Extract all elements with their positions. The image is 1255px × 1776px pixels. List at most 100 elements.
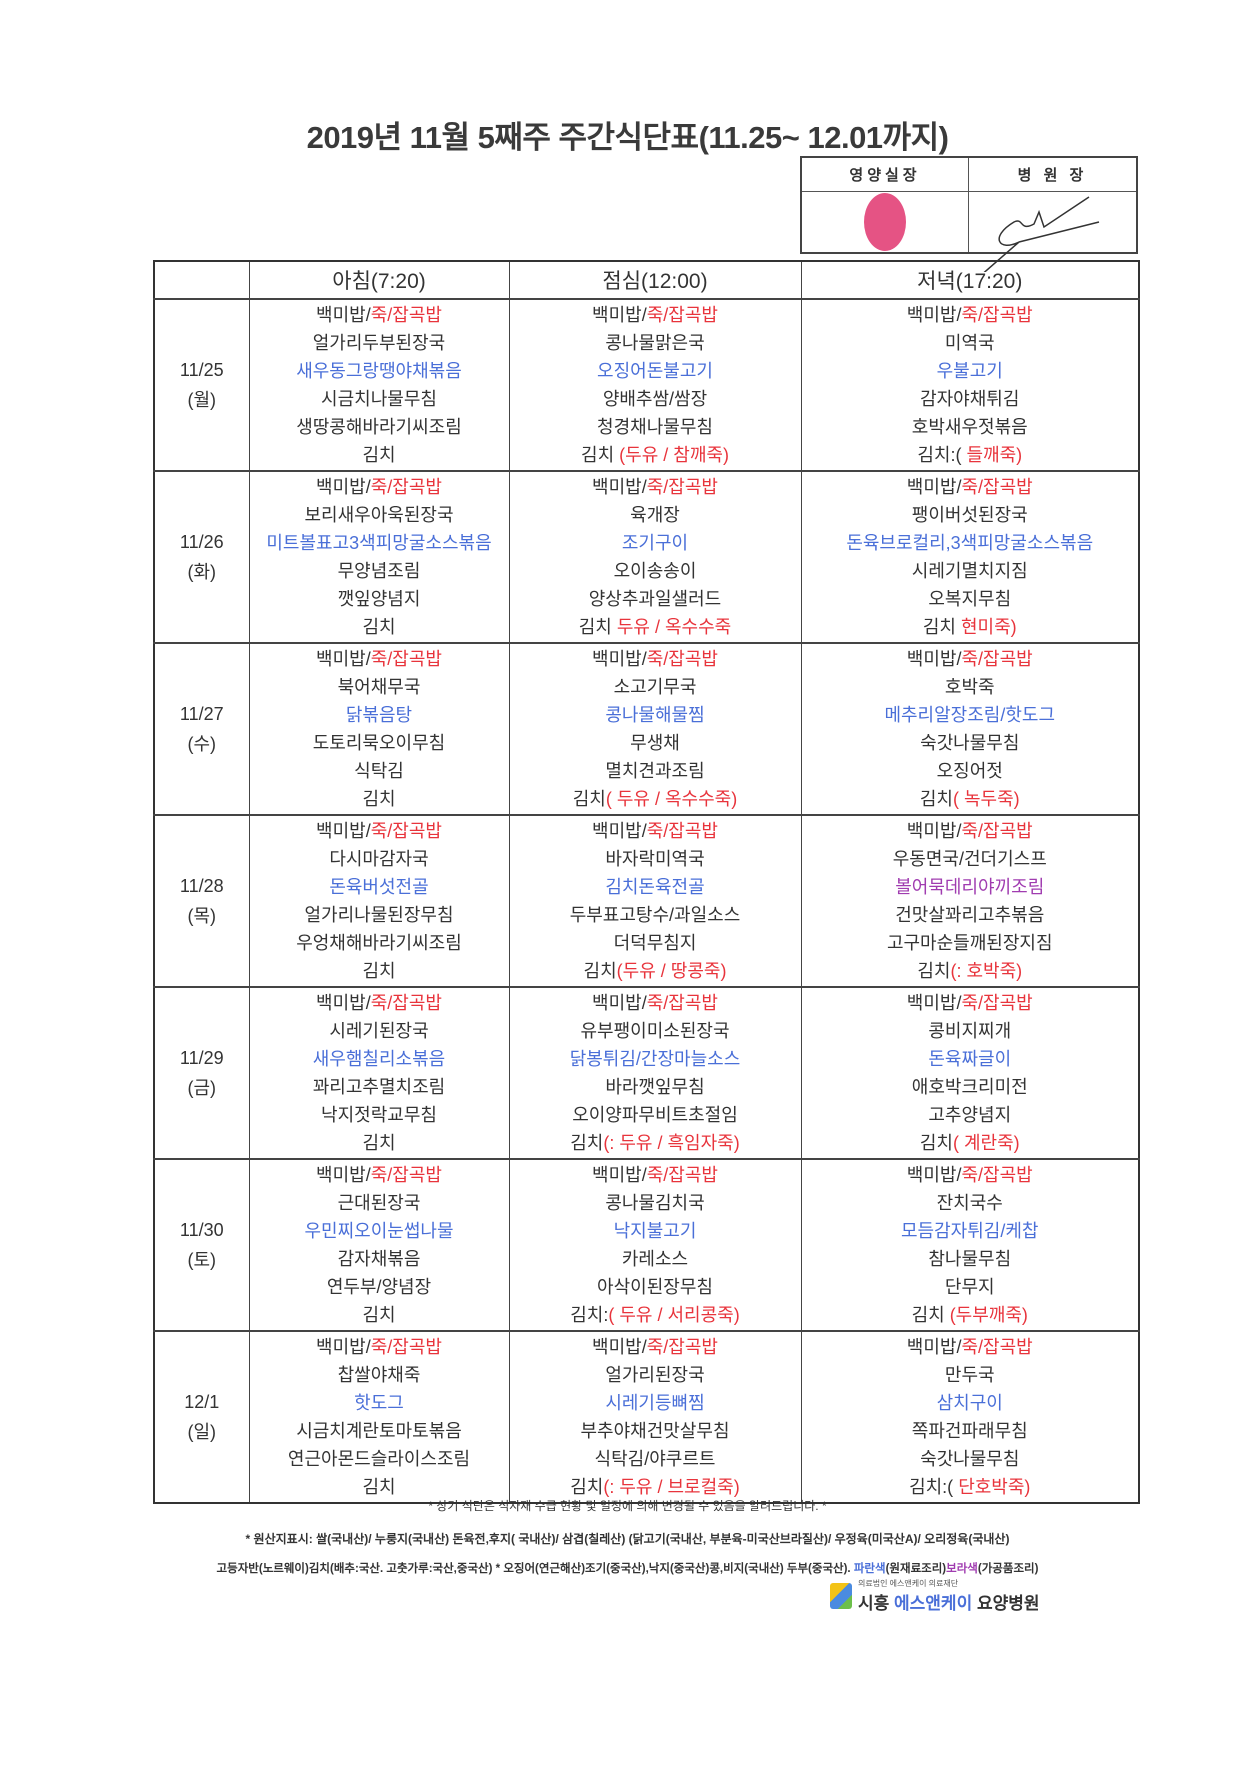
menu-item: 김치:( 들깨죽) (802, 441, 1139, 469)
menu-text: 새우동그랑땡야채볶음 (296, 361, 462, 381)
menu-item: 김치돈육전골 (510, 873, 801, 901)
menu-text: 백미밥/ (906, 649, 962, 669)
menu-item: 오징어젓 (802, 757, 1139, 785)
menu-text: 고추양념지 (928, 1105, 1012, 1125)
menu-text: 참나물무침 (928, 1249, 1012, 1269)
menu-text: 시레기등뼈찜 (605, 1393, 705, 1413)
menu-text: 미트볼표고3색피망굴소스볶음 (266, 533, 492, 553)
breakfast-cell: 백미밥/죽/잡곡밥 다시마감자국 돈육버섯전골 얼가리나물된장무침 우엉채해바라기씨조림… (248, 814, 510, 988)
menu-text: 애호박크리미전 (911, 1077, 1028, 1097)
menu-item: 김치 (두유 / 참깨죽) (510, 441, 801, 469)
menu-item: 돈육짜글이 (802, 1045, 1139, 1073)
menu-item: 콩나물해물찜 (510, 701, 801, 729)
menu-text: 백미밥/ (906, 1165, 962, 1185)
menu-item: 백미밥/죽/잡곡밥 (802, 1333, 1139, 1361)
menu-item: 삼치구이 (802, 1389, 1139, 1417)
menu-text: 백미밥/ (592, 477, 647, 497)
day-row: 11/26 (화) 백미밥/죽/잡곡밥 보리새우아욱된장국 미트볼표고3색피망굴소스볶음… (153, 470, 1140, 644)
menu-item: 백미밥/죽/잡곡밥 (510, 817, 801, 845)
date-label: 11/25 (179, 360, 224, 380)
menu-text: 숙갓나물무침 (920, 1449, 1020, 1469)
menu-text: 삼치구이 (936, 1393, 1003, 1413)
date-label: 12/1 (184, 1392, 220, 1412)
menu-text: ( 두유 / 옥수수죽) (605, 789, 738, 809)
date-cell: 11/26 (화) (153, 470, 250, 644)
lunch-cell: 백미밥/죽/잡곡밥 바자락미역국 김치돈육전골 두부표고탕수/과일소스 더덕무침지 김치(… (508, 814, 802, 988)
menu-text: 김치 (572, 789, 606, 809)
menu-item: 두부표고탕수/과일소스 (510, 901, 801, 929)
menu-item: 다시마감자국 (250, 845, 509, 873)
menu-item: 김치( 두유 / 옥수수죽) (510, 785, 801, 813)
menu-text: 오징어젓 (936, 761, 1003, 781)
dinner-cell: 백미밥/죽/잡곡밥 만두국 삼치구이 쪽파건파래무침 숙갓나물무침 김치:( 단호박죽) (800, 1330, 1140, 1504)
menu-item: 백미밥/죽/잡곡밥 (250, 1333, 509, 1361)
day-row: 11/25 (월) 백미밥/죽/잡곡밥 얼가리두부된장국 새우동그랑땡야채볶음 시금치나물… (153, 298, 1140, 472)
menu-text: 쪽파건파래무침 (911, 1421, 1028, 1441)
menu-item: 백미밥/죽/잡곡밥 (802, 989, 1139, 1017)
menu-text: 북어채무국 (337, 677, 421, 697)
menu-item: 모듬감자튀김/케찹 (802, 1217, 1139, 1245)
header-date (153, 260, 250, 300)
menu-item: 오징어돈불고기 (510, 357, 801, 385)
menu-text: 김치 (917, 961, 951, 981)
menu-text: 백미밥/ (316, 1337, 371, 1357)
menu-text: 죽/잡곡밥 (370, 821, 442, 841)
menu-item: 김치(: 호박죽) (802, 957, 1139, 985)
date-label: 11/30 (179, 1220, 224, 1240)
weekly-menu-table: 아침(7:20) 점심(12:00) 저녁(17:20) 11/25 (월) 백미밥… (153, 260, 1140, 1504)
menu-text: (: 두유 / 브로컬죽) (603, 1477, 740, 1497)
menu-item: 백미밥/죽/잡곡밥 (802, 1161, 1139, 1189)
date-cell: 11/28 (목) (153, 814, 250, 988)
lunch-cell: 백미밥/죽/잡곡밥 유부팽이미소된장국 닭봉튀김/간장마늘소스 바라깻잎무침 오이양파무… (508, 986, 802, 1160)
menu-text: 시레기된장국 (329, 1021, 429, 1041)
menu-text: 두부표고탕수/과일소스 (569, 905, 741, 925)
menu-item: 식탁김 (250, 757, 509, 785)
breakfast-cell: 백미밥/죽/잡곡밥 보리새우아욱된장국 미트볼표고3색피망굴소스볶음 무양념조림 깻잎양… (248, 470, 510, 644)
origin-text: (원재료조리) (885, 1563, 947, 1575)
menu-item: 돈육브로컬리,3색피망굴소스볶음 (802, 529, 1139, 557)
menu-text: 닭봉튀김/간장마늘소스 (569, 1049, 741, 1069)
menu-text: 김치:( (909, 1477, 959, 1497)
menu-text: 죽/잡곡밥 (961, 305, 1033, 325)
lunch-cell: 백미밥/죽/잡곡밥 소고기무국 콩나물해물찜 무생채 멸치견과조림 김치( 두유 / 옥수… (508, 642, 802, 816)
menu-text: 양상추과일샐러드 (588, 589, 722, 609)
origin-text: 파란색 (853, 1563, 886, 1575)
menu-text: 죽/잡곡밥 (961, 477, 1033, 497)
menu-item: 깻잎양념지 (250, 585, 509, 613)
weekday-label: (수) (187, 734, 217, 754)
menu-item: 콩나물김치국 (510, 1189, 801, 1217)
menu-text: 깻잎양념지 (337, 589, 421, 609)
menu-text: 죽/잡곡밥 (370, 477, 442, 497)
menu-text: 김치 (362, 445, 396, 465)
menu-text: 유부팽이미소된장국 (580, 1021, 730, 1041)
menu-text: 시금치계란토마토볶음 (296, 1421, 462, 1441)
menu-item: 숙갓나물무침 (802, 729, 1139, 757)
menu-item: 미역국 (802, 329, 1139, 357)
menu-item: 새우동그랑땡야채볶음 (250, 357, 509, 385)
menu-text: 더덕무침지 (613, 933, 697, 953)
menu-text: 무양념조림 (337, 561, 421, 581)
menu-item: 숙갓나물무침 (802, 1445, 1139, 1473)
lunch-cell: 백미밥/죽/잡곡밥 얼가리된장국 시레기등뼈찜 부추야채건맛살무침 식탁김/야쿠르트 김치… (508, 1330, 802, 1504)
menu-item: 백미밥/죽/잡곡밥 (250, 645, 509, 673)
menu-item: 콩나물맑은국 (510, 329, 801, 357)
menu-text: 돈육버섯전골 (329, 877, 429, 897)
menu-text: 김치 (583, 961, 617, 981)
menu-text: 식탁김/야쿠르트 (594, 1449, 716, 1469)
menu-text: 김치 (911, 1305, 950, 1325)
menu-text: 죽/잡곡밥 (370, 993, 442, 1013)
menu-text: 콩나물해물찜 (605, 705, 705, 725)
menu-text: 잔치국수 (936, 1193, 1003, 1213)
menu-text: (두부깨죽) (949, 1305, 1028, 1325)
menu-text: 시레기멸치지짐 (911, 561, 1028, 581)
weekday-label: (토) (187, 1250, 217, 1270)
menu-text: 백미밥/ (592, 821, 647, 841)
menu-text: 김치: (570, 1305, 609, 1325)
menu-text: 낙지불고기 (613, 1221, 697, 1241)
menu-text: 아삭이된장무침 (597, 1277, 713, 1297)
menu-item: 팽이버섯된장국 (802, 501, 1139, 529)
menu-item: 만두국 (802, 1361, 1139, 1389)
page-title: 2019년 11월 5째주 주간식단표(11.25~ 12.01까지) (306, 120, 949, 155)
origin-text: (가공품조리) (977, 1563, 1039, 1575)
date-label: 11/27 (179, 704, 224, 724)
